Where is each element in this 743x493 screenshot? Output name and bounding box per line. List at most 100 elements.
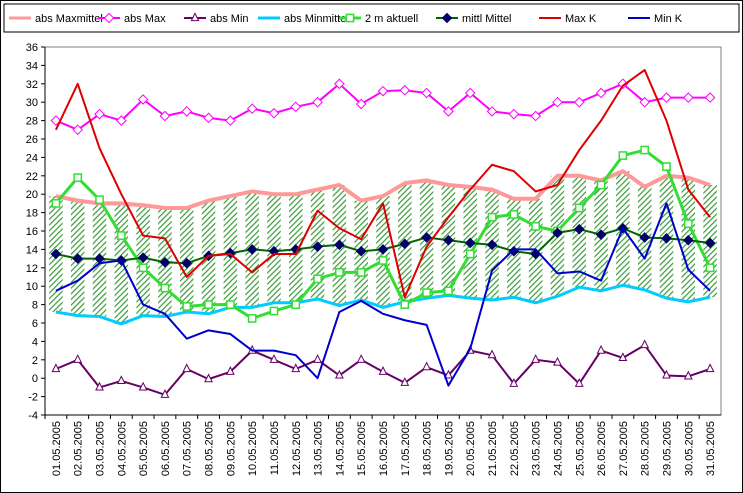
series-abs-max <box>50 78 716 136</box>
data-point <box>182 302 192 311</box>
y-tick-label: 16 <box>26 226 38 238</box>
legend: abs Maxmittel abs Max abs Min abs Minmittel… <box>3 3 740 33</box>
x-tick-label: 07.05.2005 <box>182 421 194 476</box>
data-point <box>181 106 193 117</box>
y-tick-label: 18 <box>26 208 38 220</box>
x-tick-label: 17.05.2005 <box>400 421 412 476</box>
x-tick-label: 21.05.2005 <box>487 421 499 476</box>
series-abs-min <box>51 339 715 398</box>
data-point <box>72 124 84 136</box>
x-tick-label: 27.05.2005 <box>618 421 630 476</box>
data-point <box>335 268 344 277</box>
y-tick-label: 30 <box>26 97 38 109</box>
data-point <box>705 263 715 273</box>
x-tick-label: 13.05.2005 <box>313 421 325 476</box>
y-tick-label: 14 <box>26 244 38 256</box>
data-point <box>356 354 366 363</box>
data-point <box>421 87 432 99</box>
y-tick-label: -4 <box>28 410 38 422</box>
data-point <box>444 286 453 296</box>
x-tick-label: 11.05.2005 <box>269 421 281 475</box>
x-tick-label: 30.05.2005 <box>683 421 695 476</box>
x-tick-label: 24.05.2005 <box>552 421 564 476</box>
y-tick-label: -2 <box>28 392 38 404</box>
x-tick-label: 29.05.2005 <box>661 421 673 476</box>
data-point <box>378 256 388 265</box>
data-point <box>95 381 104 391</box>
data-point <box>487 212 497 222</box>
y-tick-label: 36 <box>26 42 38 54</box>
data-point <box>441 12 453 24</box>
y-tick-label: 20 <box>26 189 38 201</box>
data-point <box>204 300 213 309</box>
data-point <box>345 13 355 23</box>
data-point <box>116 115 127 126</box>
y-tick-label: 12 <box>26 263 38 275</box>
data-point <box>51 363 61 373</box>
data-point <box>269 306 279 316</box>
data-point <box>639 96 650 108</box>
data-point <box>400 377 410 386</box>
y-tick-label: 4 <box>32 336 38 348</box>
data-point <box>596 180 606 190</box>
data-point <box>137 94 149 105</box>
data-point <box>247 314 257 323</box>
x-tick-label: 02.05.2005 <box>73 421 85 476</box>
x-tick-label: 31.05.2005 <box>705 421 717 476</box>
x-tick-label: 26.05.2005 <box>596 421 608 476</box>
data-point <box>73 173 83 182</box>
data-point <box>552 96 563 108</box>
x-tick-label: 25.05.2005 <box>574 421 586 476</box>
data-point <box>160 283 170 293</box>
data-point <box>443 106 454 117</box>
data-point <box>313 274 322 284</box>
data-point <box>182 363 192 373</box>
data-point <box>204 373 213 383</box>
data-point <box>595 87 607 99</box>
data-point <box>103 12 115 24</box>
data-point <box>138 263 148 273</box>
data-point <box>422 288 431 297</box>
data-point <box>312 96 323 108</box>
data-point <box>225 115 236 126</box>
data-point <box>181 257 193 269</box>
x-tick-label: 10.05.2005 <box>247 421 259 476</box>
y-tick-label: 28 <box>26 116 38 128</box>
data-point <box>509 210 519 219</box>
x-tick-label: 23.05.2005 <box>531 421 543 476</box>
x-tick-label: 22.05.2005 <box>509 421 521 476</box>
data-point <box>508 108 520 120</box>
data-point <box>355 98 367 110</box>
data-point <box>356 268 366 277</box>
plot-area: -4-202468101214161820222426283032343601.… <box>26 42 722 476</box>
data-point <box>190 12 200 22</box>
y-tick-label: 22 <box>26 171 38 183</box>
x-tick-label: 09.05.2005 <box>225 421 237 476</box>
y-tick-label: 34 <box>26 60 38 72</box>
data-point <box>290 101 302 113</box>
legend-label: 2 m aktuell <box>365 13 418 25</box>
x-tick-label: 01.05.2005 <box>51 421 63 476</box>
data-point <box>639 232 650 243</box>
data-point <box>509 378 519 387</box>
x-tick-label: 19.05.2005 <box>443 421 455 476</box>
x-tick-label: 04.05.2005 <box>116 421 128 476</box>
data-point <box>421 232 432 243</box>
data-point <box>486 239 498 251</box>
x-tick-label: 12.05.2005 <box>291 421 303 476</box>
data-point <box>573 223 585 235</box>
data-point <box>662 162 671 171</box>
series-line <box>55 283 711 326</box>
data-point <box>682 92 694 103</box>
y-tick-label: 24 <box>26 152 38 164</box>
data-point <box>704 237 716 249</box>
data-point <box>400 300 410 309</box>
x-tick-label: 16.05.2005 <box>378 421 390 476</box>
data-point <box>269 354 279 363</box>
data-point <box>268 107 280 119</box>
series-2-m-aktuell <box>51 145 715 323</box>
data-point <box>683 219 693 228</box>
y-tick-label: 10 <box>26 281 38 293</box>
data-point <box>553 356 562 366</box>
y-tick-label: 26 <box>26 134 38 146</box>
